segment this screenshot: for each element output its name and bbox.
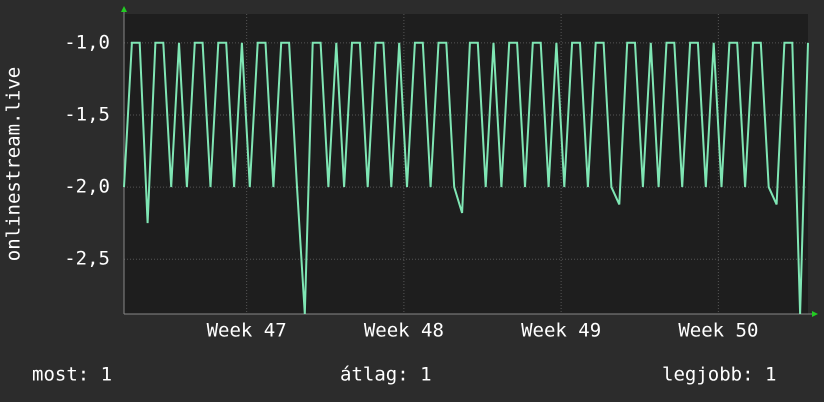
y-tick-label: -2,0 <box>64 176 110 198</box>
y-tick-label: -2,5 <box>64 248 110 270</box>
series-line <box>123 41 809 315</box>
y-tick-label: -1,5 <box>64 103 110 125</box>
stat-average: átlag: 1 <box>340 364 432 386</box>
axis-arrow <box>812 311 818 317</box>
axis-arrow <box>121 6 127 12</box>
x-tick-label: Week 47 <box>207 320 287 342</box>
stat-best: legjobb: 1 <box>662 364 776 386</box>
y-axis-label: onlinestream.live <box>3 67 25 261</box>
x-tick-label: Week 50 <box>678 320 758 342</box>
x-tick-label: Week 48 <box>364 320 444 342</box>
stat-now: most: 1 <box>32 364 112 386</box>
plot-area <box>124 14 808 314</box>
y-tick-label: -1,0 <box>64 31 110 53</box>
x-tick-label: Week 49 <box>521 320 601 342</box>
